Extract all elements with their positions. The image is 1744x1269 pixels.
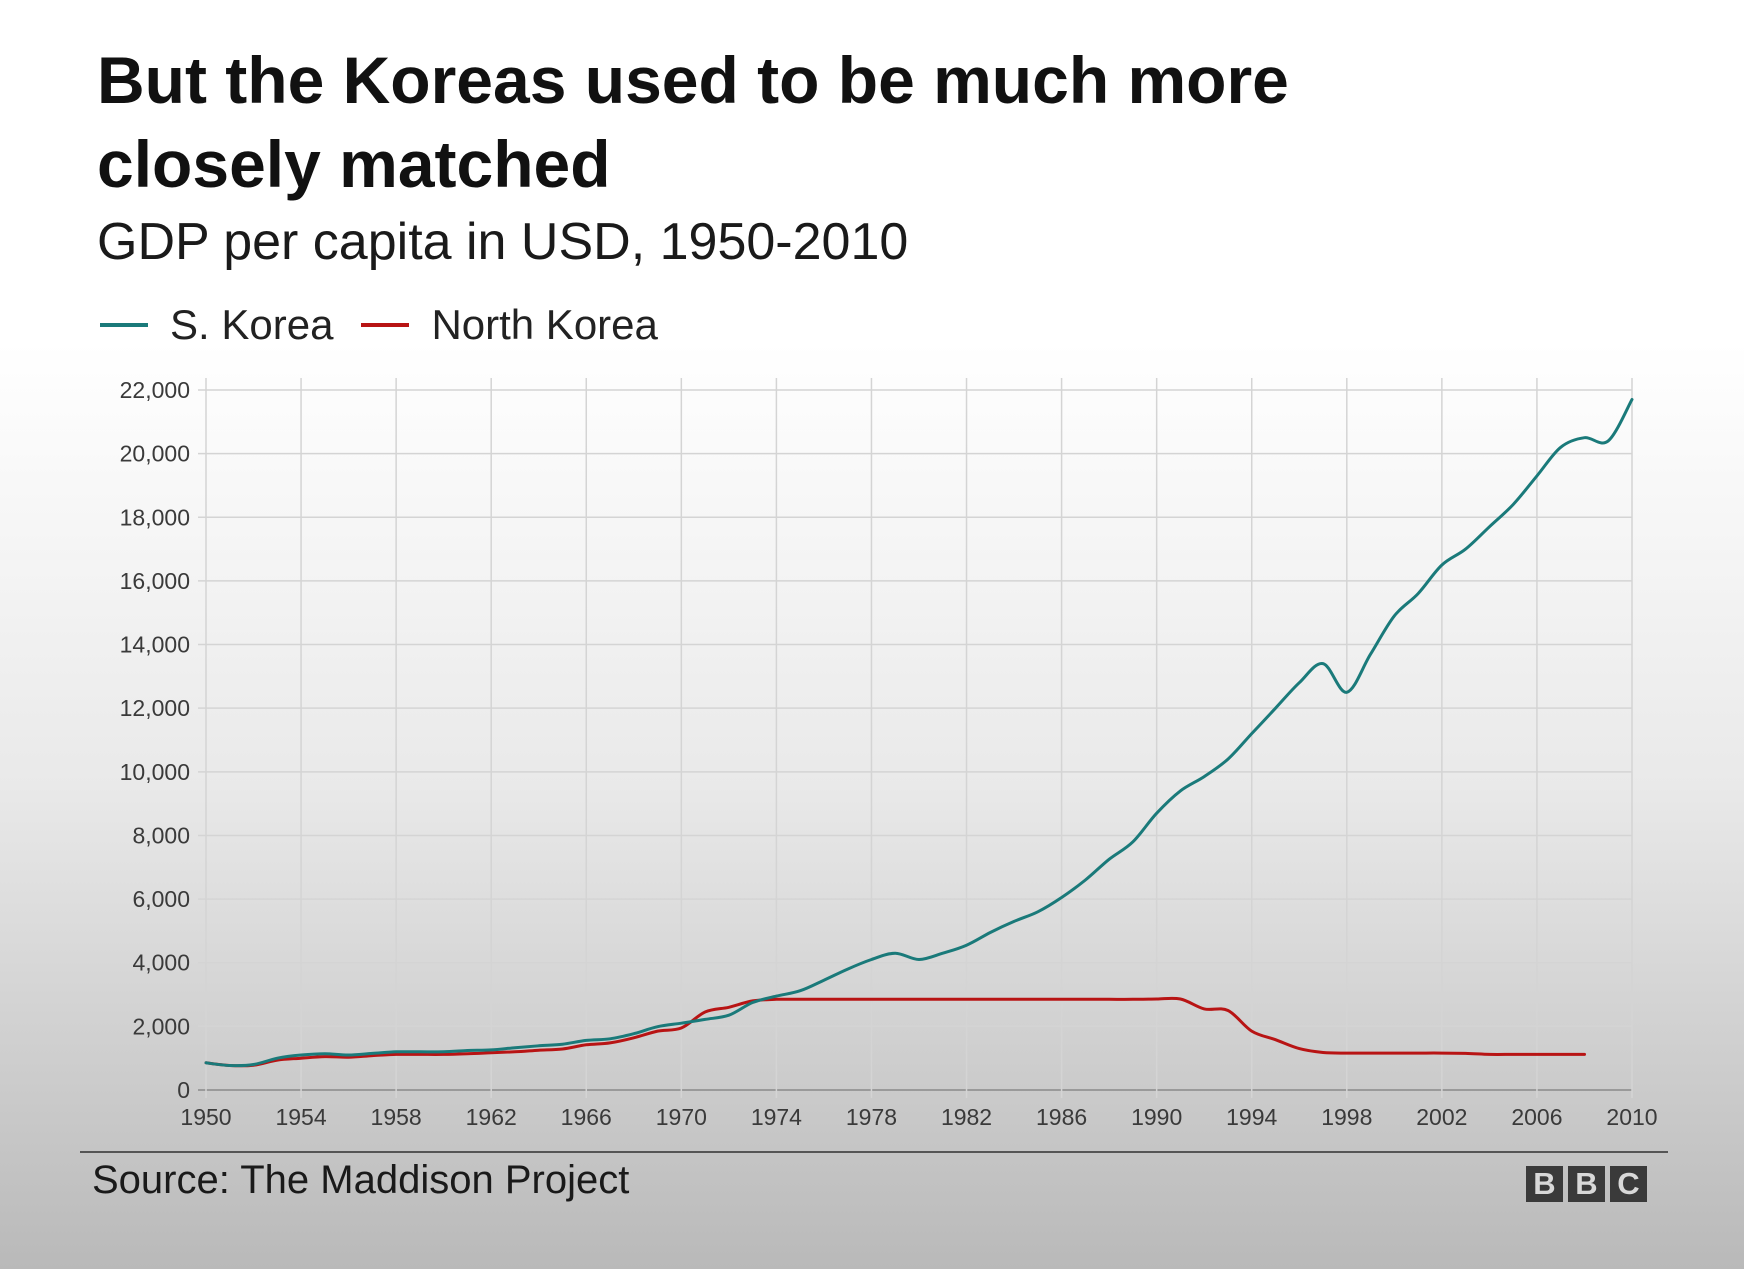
bbc-logo-letter: C bbox=[1610, 1166, 1647, 1202]
footer-divider bbox=[80, 1151, 1668, 1153]
series-line-s-korea bbox=[204, 398, 1634, 1068]
chart-grid bbox=[198, 378, 1633, 1098]
x-tick-label: 1994 bbox=[1226, 1104, 1277, 1130]
x-tick-label: 1990 bbox=[1131, 1104, 1182, 1130]
series-lines bbox=[204, 398, 1634, 1068]
x-tick-label: 1950 bbox=[180, 1104, 231, 1130]
legend-swatch-s-korea bbox=[100, 323, 148, 327]
x-tick-label: 1978 bbox=[846, 1104, 897, 1130]
x-tick-label: 1966 bbox=[561, 1104, 612, 1130]
legend-swatch-north-korea bbox=[361, 323, 410, 327]
chart-title: But the Koreas used to be much more clos… bbox=[97, 43, 1289, 201]
y-axis: 0 2,000 4,000 6,000 8,000 10,000 12,000 14,000 1… bbox=[120, 377, 190, 1103]
x-tick-label: 2006 bbox=[1511, 1104, 1562, 1130]
y-tick-label: 18,000 bbox=[120, 504, 190, 530]
chart-subtitle: GDP per capita in USD, 1950-2010 bbox=[97, 213, 909, 271]
y-tick-label: 16,000 bbox=[120, 568, 190, 594]
source-note: Source: The Maddison Project bbox=[92, 1158, 630, 1202]
legend-item-s-korea: S. Korea bbox=[100, 301, 333, 349]
bbc-logo-letter: B bbox=[1568, 1166, 1605, 1202]
x-tick-label: 1998 bbox=[1321, 1104, 1372, 1130]
y-tick-label: 14,000 bbox=[120, 632, 190, 658]
y-tick-label: 22,000 bbox=[120, 377, 190, 403]
y-tick-label: 12,000 bbox=[120, 695, 190, 721]
x-tick-label: 2010 bbox=[1606, 1104, 1657, 1130]
x-tick-label: 1954 bbox=[275, 1104, 326, 1130]
x-tick-label: 1982 bbox=[941, 1104, 992, 1130]
x-axis: 1950 1954 1958 1962 1966 1970 1974 1978 1982 1986… bbox=[180, 1104, 1657, 1130]
bbc-logo: B B C bbox=[1526, 1166, 1647, 1202]
series-line-north-korea bbox=[204, 996, 1586, 1068]
y-tick-label: 2,000 bbox=[132, 1013, 190, 1039]
x-tick-label: 1962 bbox=[466, 1104, 517, 1130]
x-tick-label: 2002 bbox=[1416, 1104, 1467, 1130]
x-tick-label: 1970 bbox=[656, 1104, 707, 1130]
legend-label-s-korea: S. Korea bbox=[170, 301, 334, 348]
legend-label-north-korea: North Korea bbox=[431, 301, 658, 348]
legend: S. Korea North Korea bbox=[100, 298, 686, 352]
y-tick-label: 10,000 bbox=[120, 759, 190, 785]
legend-item-north-korea: North Korea bbox=[361, 301, 658, 349]
x-tick-label: 1986 bbox=[1036, 1104, 1087, 1130]
y-tick-label: 6,000 bbox=[132, 886, 190, 912]
x-tick-label: 1958 bbox=[371, 1104, 422, 1130]
y-tick-label: 0 bbox=[177, 1077, 190, 1103]
y-tick-label: 8,000 bbox=[132, 822, 190, 848]
y-tick-label: 20,000 bbox=[120, 441, 190, 467]
x-tick-label: 1974 bbox=[751, 1104, 802, 1130]
y-tick-label: 4,000 bbox=[132, 950, 190, 976]
bbc-logo-letter: B bbox=[1526, 1166, 1563, 1202]
